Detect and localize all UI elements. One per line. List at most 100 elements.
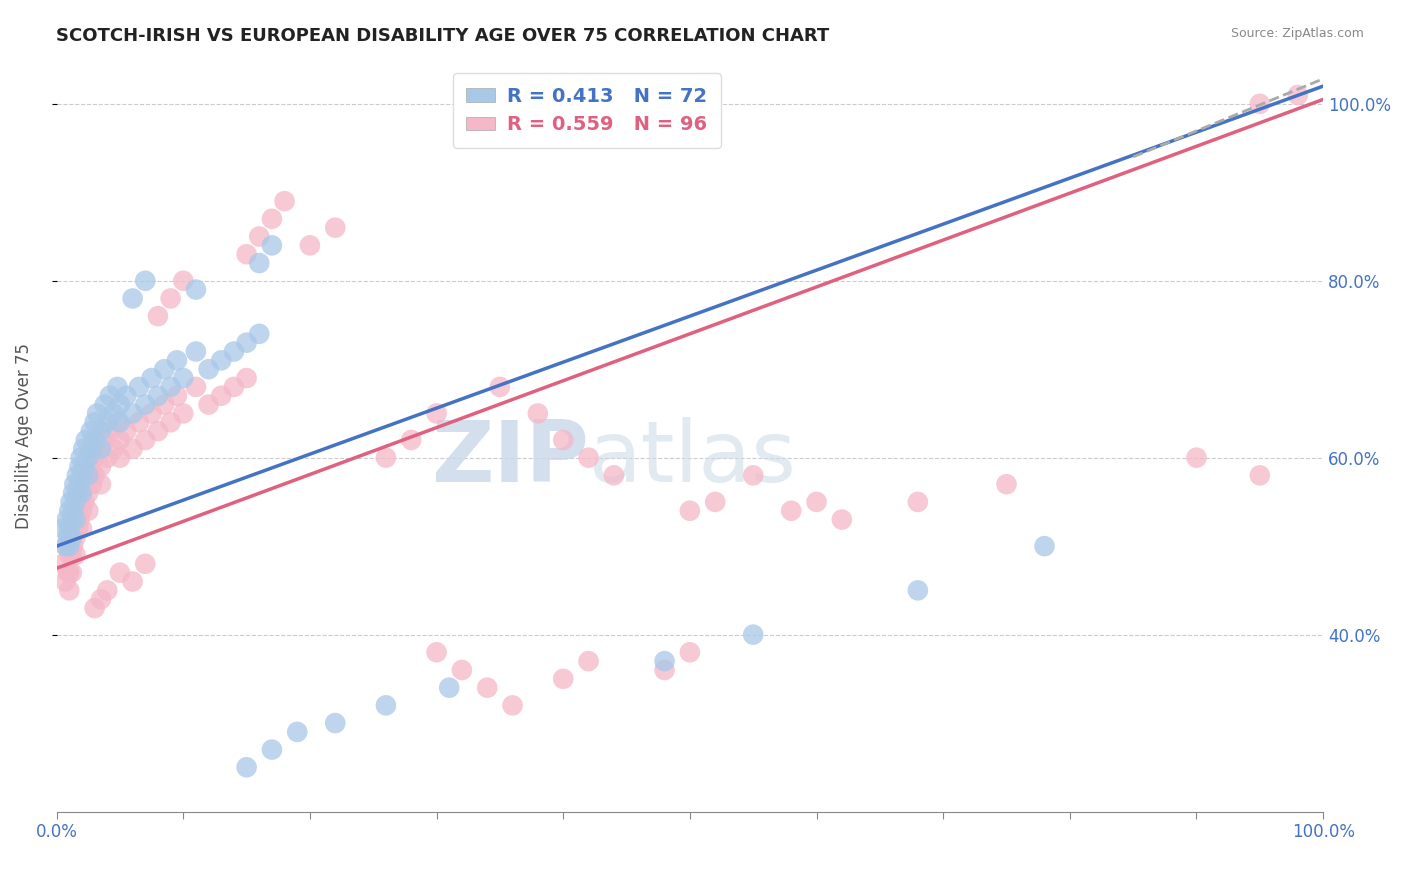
Point <box>806 495 828 509</box>
Y-axis label: Disability Age Over 75: Disability Age Over 75 <box>15 343 32 529</box>
Point <box>63 477 86 491</box>
Point <box>65 513 87 527</box>
Point <box>121 292 143 306</box>
Point <box>553 672 575 686</box>
Point <box>58 539 80 553</box>
Point <box>285 725 308 739</box>
Point <box>679 645 702 659</box>
Point <box>995 477 1018 491</box>
Point <box>83 468 105 483</box>
Point <box>172 274 194 288</box>
Point <box>67 495 90 509</box>
Point <box>654 663 676 677</box>
Point <box>128 415 150 429</box>
Point <box>65 548 87 562</box>
Point <box>153 362 176 376</box>
Point <box>247 229 270 244</box>
Point <box>260 742 283 756</box>
Point <box>121 407 143 421</box>
Point <box>52 557 75 571</box>
Point <box>108 450 131 465</box>
Point <box>197 398 219 412</box>
Point <box>323 220 346 235</box>
Point <box>60 530 83 544</box>
Legend: R = 0.413   N = 72, R = 0.559   N = 96: R = 0.413 N = 72, R = 0.559 N = 96 <box>453 73 721 148</box>
Point <box>60 513 83 527</box>
Point <box>679 504 702 518</box>
Point <box>90 424 112 438</box>
Point <box>489 380 512 394</box>
Point <box>146 424 169 438</box>
Point <box>67 513 90 527</box>
Point <box>107 380 129 394</box>
Point <box>323 716 346 731</box>
Point <box>59 530 82 544</box>
Point <box>70 521 93 535</box>
Point <box>96 450 118 465</box>
Point <box>98 389 121 403</box>
Point <box>77 450 100 465</box>
Point <box>222 344 245 359</box>
Point <box>58 583 80 598</box>
Point <box>153 398 176 412</box>
Point <box>93 433 115 447</box>
Point <box>780 504 803 518</box>
Point <box>247 326 270 341</box>
Point <box>235 371 257 385</box>
Point <box>55 574 77 589</box>
Point <box>108 433 131 447</box>
Point <box>103 442 125 456</box>
Point <box>63 513 86 527</box>
Point <box>67 459 90 474</box>
Point <box>60 548 83 562</box>
Point <box>56 530 79 544</box>
Point <box>146 309 169 323</box>
Point <box>107 415 129 429</box>
Point <box>1185 450 1208 465</box>
Point <box>93 398 115 412</box>
Point <box>59 495 82 509</box>
Point <box>80 477 103 491</box>
Point <box>103 407 125 421</box>
Point <box>90 459 112 474</box>
Point <box>67 477 90 491</box>
Point <box>72 477 94 491</box>
Point <box>477 681 499 695</box>
Point <box>831 513 853 527</box>
Point <box>527 407 550 421</box>
Point <box>83 450 105 465</box>
Point <box>115 389 138 403</box>
Point <box>65 530 87 544</box>
Point <box>83 415 105 429</box>
Point <box>907 495 929 509</box>
Point <box>65 495 87 509</box>
Point <box>260 238 283 252</box>
Point <box>426 645 449 659</box>
Point <box>77 486 100 500</box>
Point <box>439 681 461 695</box>
Point <box>90 477 112 491</box>
Point <box>62 504 84 518</box>
Point <box>1249 96 1271 111</box>
Point <box>69 450 91 465</box>
Point <box>603 468 626 483</box>
Point <box>1286 87 1309 102</box>
Point <box>197 362 219 376</box>
Point <box>742 468 765 483</box>
Point <box>128 380 150 394</box>
Point <box>80 442 103 456</box>
Point <box>96 415 118 429</box>
Point <box>83 433 105 447</box>
Point <box>55 539 77 553</box>
Point <box>578 654 600 668</box>
Point <box>209 353 232 368</box>
Point <box>77 504 100 518</box>
Point <box>121 442 143 456</box>
Point <box>172 407 194 421</box>
Point <box>146 389 169 403</box>
Point <box>75 433 97 447</box>
Point <box>58 504 80 518</box>
Point <box>66 504 89 518</box>
Point <box>399 433 422 447</box>
Point <box>235 335 257 350</box>
